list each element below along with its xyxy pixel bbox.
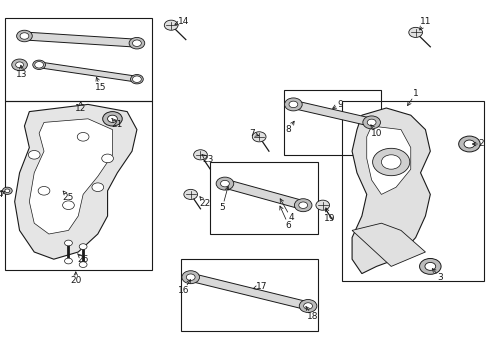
Text: 11: 11: [419, 17, 430, 30]
Circle shape: [182, 271, 199, 284]
Bar: [5, 18, 151, 101]
Text: 24: 24: [0, 190, 5, 199]
Text: 5: 5: [219, 186, 228, 211]
Text: 1: 1: [407, 89, 418, 105]
Circle shape: [299, 300, 316, 312]
Circle shape: [77, 132, 89, 141]
Text: 6: 6: [279, 206, 291, 230]
Circle shape: [458, 136, 479, 152]
Text: 3: 3: [431, 269, 442, 282]
Circle shape: [424, 262, 435, 270]
Text: 16: 16: [177, 280, 190, 295]
Circle shape: [92, 183, 103, 192]
Polygon shape: [351, 108, 429, 274]
Circle shape: [5, 189, 10, 193]
Circle shape: [64, 258, 72, 264]
Circle shape: [64, 240, 72, 246]
Circle shape: [284, 98, 302, 111]
Circle shape: [381, 155, 400, 169]
Circle shape: [186, 274, 195, 280]
Circle shape: [102, 112, 122, 126]
Circle shape: [12, 59, 27, 71]
Text: 20: 20: [70, 272, 81, 285]
Polygon shape: [223, 180, 305, 209]
Text: 14: 14: [175, 17, 189, 26]
Text: 26: 26: [77, 254, 89, 264]
Circle shape: [107, 115, 117, 122]
Text: 2: 2: [471, 139, 484, 148]
Circle shape: [183, 189, 197, 199]
Bar: [283, 90, 381, 155]
Circle shape: [220, 180, 229, 187]
Circle shape: [298, 202, 307, 208]
Polygon shape: [24, 32, 137, 47]
Polygon shape: [189, 274, 309, 310]
Polygon shape: [351, 223, 425, 266]
Circle shape: [164, 20, 178, 30]
Text: 18: 18: [305, 307, 318, 320]
Circle shape: [130, 75, 143, 84]
Text: 13: 13: [16, 65, 28, 79]
Bar: [5, 101, 151, 270]
Text: 21: 21: [111, 118, 123, 129]
Text: 4: 4: [280, 199, 293, 222]
Text: 25: 25: [62, 191, 74, 202]
Polygon shape: [15, 104, 137, 259]
Circle shape: [28, 150, 40, 159]
Text: 22: 22: [199, 197, 211, 208]
Circle shape: [129, 37, 144, 49]
Circle shape: [102, 154, 113, 163]
Polygon shape: [38, 62, 138, 82]
Circle shape: [362, 116, 380, 129]
Circle shape: [408, 27, 422, 37]
Circle shape: [17, 30, 32, 42]
Circle shape: [294, 199, 311, 212]
Text: 9: 9: [332, 100, 342, 109]
Circle shape: [35, 62, 43, 68]
Circle shape: [79, 262, 87, 267]
Circle shape: [2, 187, 12, 194]
Circle shape: [16, 62, 23, 68]
Circle shape: [372, 148, 409, 176]
Circle shape: [193, 150, 207, 160]
Circle shape: [33, 60, 45, 69]
Text: 12: 12: [75, 102, 86, 113]
Bar: [342, 101, 483, 281]
Polygon shape: [366, 126, 410, 194]
Circle shape: [216, 177, 233, 190]
Circle shape: [366, 119, 375, 126]
Circle shape: [315, 200, 329, 210]
Circle shape: [20, 33, 29, 39]
Polygon shape: [29, 119, 112, 234]
Circle shape: [463, 140, 474, 148]
Text: 17: 17: [253, 282, 267, 291]
Bar: [181, 259, 317, 331]
Circle shape: [419, 258, 440, 274]
Text: 8: 8: [285, 121, 294, 134]
Circle shape: [79, 244, 87, 249]
Bar: [210, 162, 317, 234]
Circle shape: [288, 101, 297, 108]
Text: 19: 19: [324, 208, 335, 223]
Circle shape: [132, 76, 141, 82]
Text: 23: 23: [202, 154, 213, 163]
Circle shape: [132, 40, 141, 46]
Text: 7: 7: [248, 129, 258, 138]
Polygon shape: [291, 101, 372, 126]
Circle shape: [38, 186, 50, 195]
Text: 15: 15: [94, 77, 106, 92]
Circle shape: [303, 303, 312, 309]
Text: 10: 10: [370, 125, 382, 138]
Circle shape: [252, 132, 265, 142]
Circle shape: [62, 201, 74, 210]
